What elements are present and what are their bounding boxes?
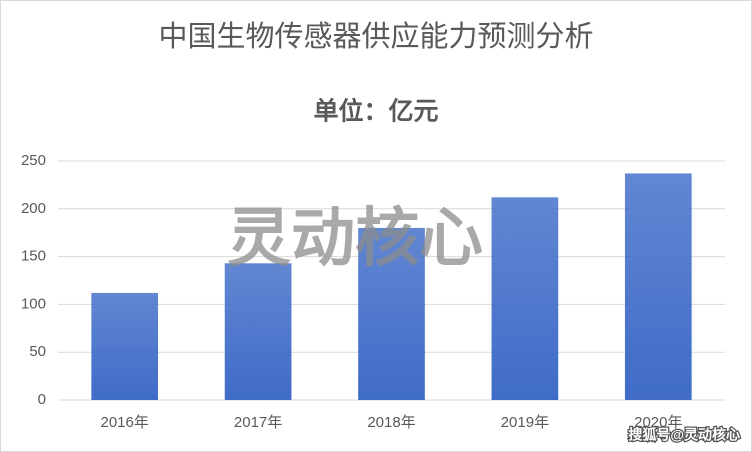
bar bbox=[624, 173, 692, 400]
source-watermark: 搜狐号@灵动核心 bbox=[628, 427, 740, 443]
y-tick-label: 100 bbox=[21, 295, 46, 312]
bar bbox=[491, 197, 559, 400]
watermark: 灵动核心 bbox=[227, 202, 483, 274]
x-tick-label: 2019年 bbox=[501, 414, 549, 431]
bar bbox=[91, 292, 159, 400]
bar bbox=[224, 263, 292, 400]
x-tick-label: 2017年 bbox=[234, 414, 282, 431]
bar bbox=[358, 227, 425, 400]
chart-title: 中国生物传感器供应能力预测分析 bbox=[158, 19, 593, 53]
x-tick-label: 2020年 bbox=[634, 414, 682, 431]
x-tick-label: 2018年 bbox=[367, 414, 415, 431]
y-tick-label: 200 bbox=[21, 200, 46, 217]
plot-area: 0 50 100 150 200 250 2016年 2017年 2018年 2019年 2020年 bbox=[21, 152, 725, 431]
y-tick-label: 0 bbox=[38, 391, 46, 408]
y-tick-label: 150 bbox=[21, 248, 46, 265]
chart-subtitle: 单位：亿元 bbox=[313, 97, 438, 126]
y-tick-label: 250 bbox=[21, 152, 46, 169]
x-tick-label: 2016年 bbox=[101, 414, 149, 431]
y-tick-label: 50 bbox=[29, 343, 46, 360]
